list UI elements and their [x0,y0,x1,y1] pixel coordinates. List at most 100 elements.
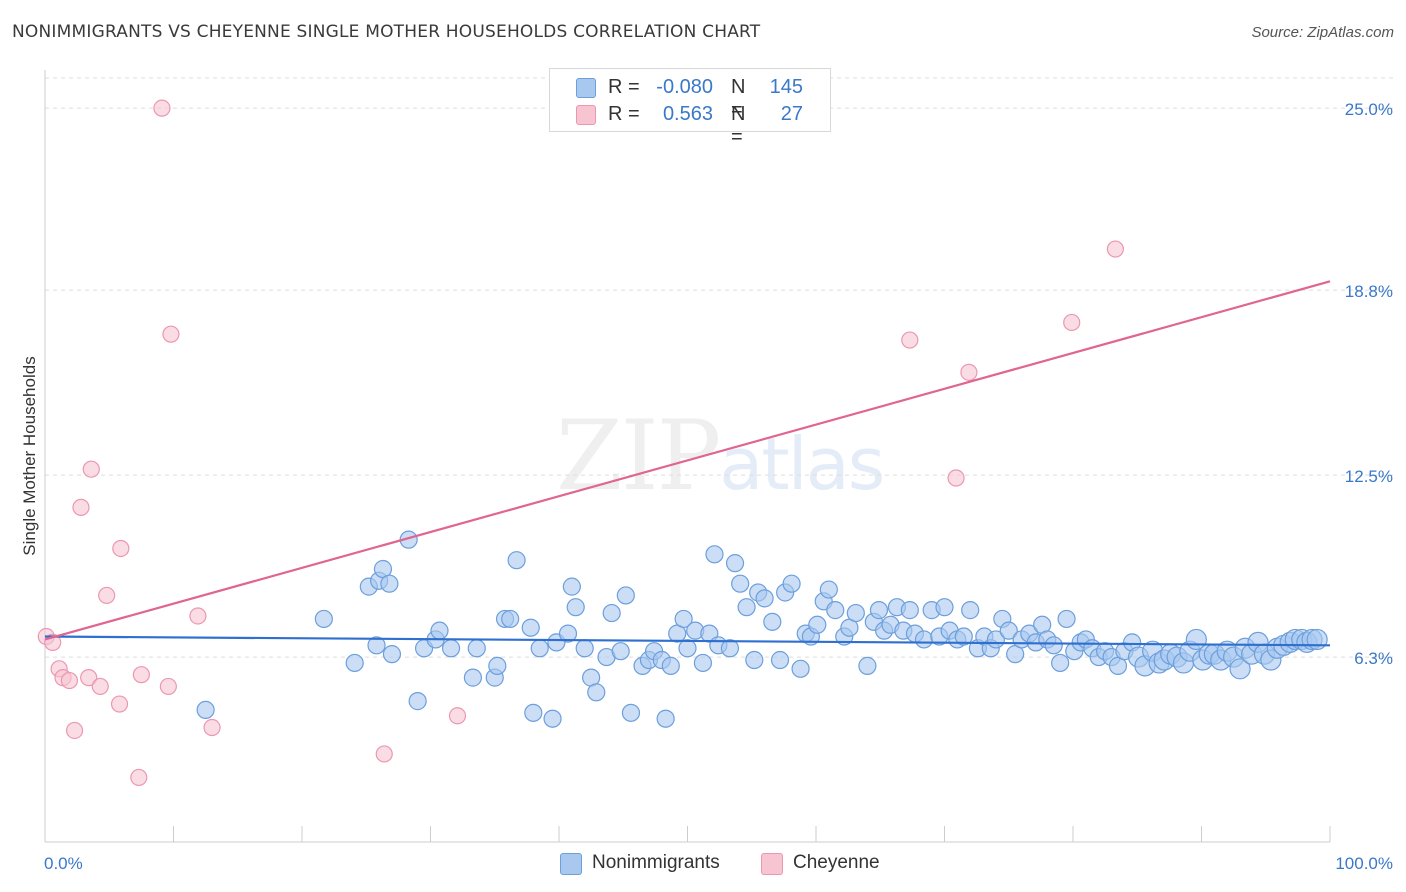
watermark-atlas: atlas [719,422,885,506]
point-cheyenne [82,460,100,478]
chart-source: Source: ZipAtlas.com [1251,24,1394,41]
point-nonimmigrants [914,630,934,649]
point-nonimmigrants [791,659,810,678]
y-tick-label: 12.5% [1345,467,1393,486]
point-nonimmigrants [678,639,697,658]
point-nonimmigrants [558,624,578,643]
point-nonimmigrants [954,627,973,646]
point-cheyenne [72,498,90,516]
point-nonimmigrants [621,703,641,722]
point-cheyenne [153,99,171,117]
point-nonimmigrants [656,709,675,728]
point-cheyenne [110,695,129,713]
point-nonimmigrants [501,609,520,629]
legend-r-label: R = [608,103,640,125]
trend-line-cheyenne [44,280,1331,641]
legend-swatch-cheyenne [576,105,596,125]
point-cheyenne [130,768,148,787]
chart-title: NONIMMIGRANTS VS CHEYENNE SINGLE MOTHER … [12,22,761,42]
point-nonimmigrants [1306,628,1328,651]
point-nonimmigrants [441,639,461,658]
legend-r-label: R = [608,76,640,98]
point-nonimmigrants [524,703,543,722]
point-nonimmigrants [999,621,1018,640]
point-nonimmigrants [869,601,889,620]
point-nonimmigrants [826,601,845,620]
point-nonimmigrants [745,650,764,670]
point-nonimmigrants [530,639,549,658]
point-nonimmigrants [566,598,585,617]
correlation-legend: R = -0.080 N = 145 R = 0.563 N = 27 [549,68,831,148]
point-nonimmigrants [521,618,540,637]
point-nonimmigrants [725,554,745,573]
point-cheyenne [375,745,393,763]
point-cheyenne [60,671,79,690]
point-nonimmigrants [587,683,606,702]
point-nonimmigrants [382,645,402,664]
point-nonimmigrants [819,580,838,599]
point-nonimmigrants [616,586,635,605]
point-nonimmigrants [705,545,724,564]
point-nonimmigrants [720,639,740,658]
legend-n-label: N = [731,103,746,148]
point-nonimmigrants [562,577,581,596]
point-cheyenne [91,677,109,696]
legend-n-label: N = [731,76,746,121]
point-nonimmigrants [196,700,215,720]
point-cheyenne [189,607,207,625]
y-axis-title: Single Mother Households [20,356,39,556]
point-nonimmigrants [1057,609,1076,629]
point-nonimmigrants [380,574,399,593]
point-nonimmigrants [731,574,750,593]
point-cheyenne [132,666,150,684]
point-nonimmigrants [543,709,562,728]
point-cheyenne [901,331,919,349]
point-nonimmigrants [430,621,449,640]
point-nonimmigrants [755,589,774,608]
legend-n-value: 145 [769,76,803,98]
point-nonimmigrants [782,574,801,593]
point-nonimmigrants [1229,658,1251,680]
point-nonimmigrants [611,642,630,661]
y-tick-label: 18.8% [1345,282,1393,301]
bottom-legend-label: Cheyenne [793,852,880,873]
point-nonimmigrants [1044,636,1063,655]
point-nonimmigrants [935,598,954,617]
trend-line-nonimmigrants [44,635,1331,647]
y-tick-label: 6.3% [1354,649,1393,668]
point-nonimmigrants [737,598,756,617]
point-cheyenne [1063,313,1081,332]
point-cheyenne [162,325,180,343]
point-nonimmigrants [408,692,427,711]
point-nonimmigrants [467,639,486,658]
point-nonimmigrants [808,615,827,634]
point-nonimmigrants [488,656,507,675]
y-tick-label: 25.0% [1345,100,1393,119]
point-nonimmigrants [507,551,526,570]
point-cheyenne [947,469,965,487]
point-cheyenne [98,586,116,605]
watermark-zip: ZIP [556,400,721,512]
point-nonimmigrants [846,603,865,623]
point-cheyenne [112,539,130,558]
legend-r-value: 0.563 [662,103,713,125]
point-cheyenne [1106,240,1125,258]
point-cheyenne [203,718,221,737]
legend-n-value: 27 [780,103,803,125]
point-nonimmigrants [367,636,386,655]
x-tick-label-max: 100.0% [1335,854,1393,873]
point-nonimmigrants [858,656,877,675]
x-tick-label-min: 0.0% [44,854,83,873]
point-nonimmigrants [770,650,790,670]
legend-r-value: -0.080 [656,76,713,98]
point-cheyenne [65,721,84,740]
bottom-legend-label: Nonimmigrants [592,852,720,873]
point-cheyenne [80,669,98,687]
point-cheyenne [159,677,177,696]
zipatlas-watermark: ZIPatlas [556,400,885,512]
point-nonimmigrants [314,609,333,629]
point-nonimmigrants [674,609,693,629]
point-cheyenne [448,707,467,725]
bottom-legend-swatch-cheyenne [761,853,783,875]
